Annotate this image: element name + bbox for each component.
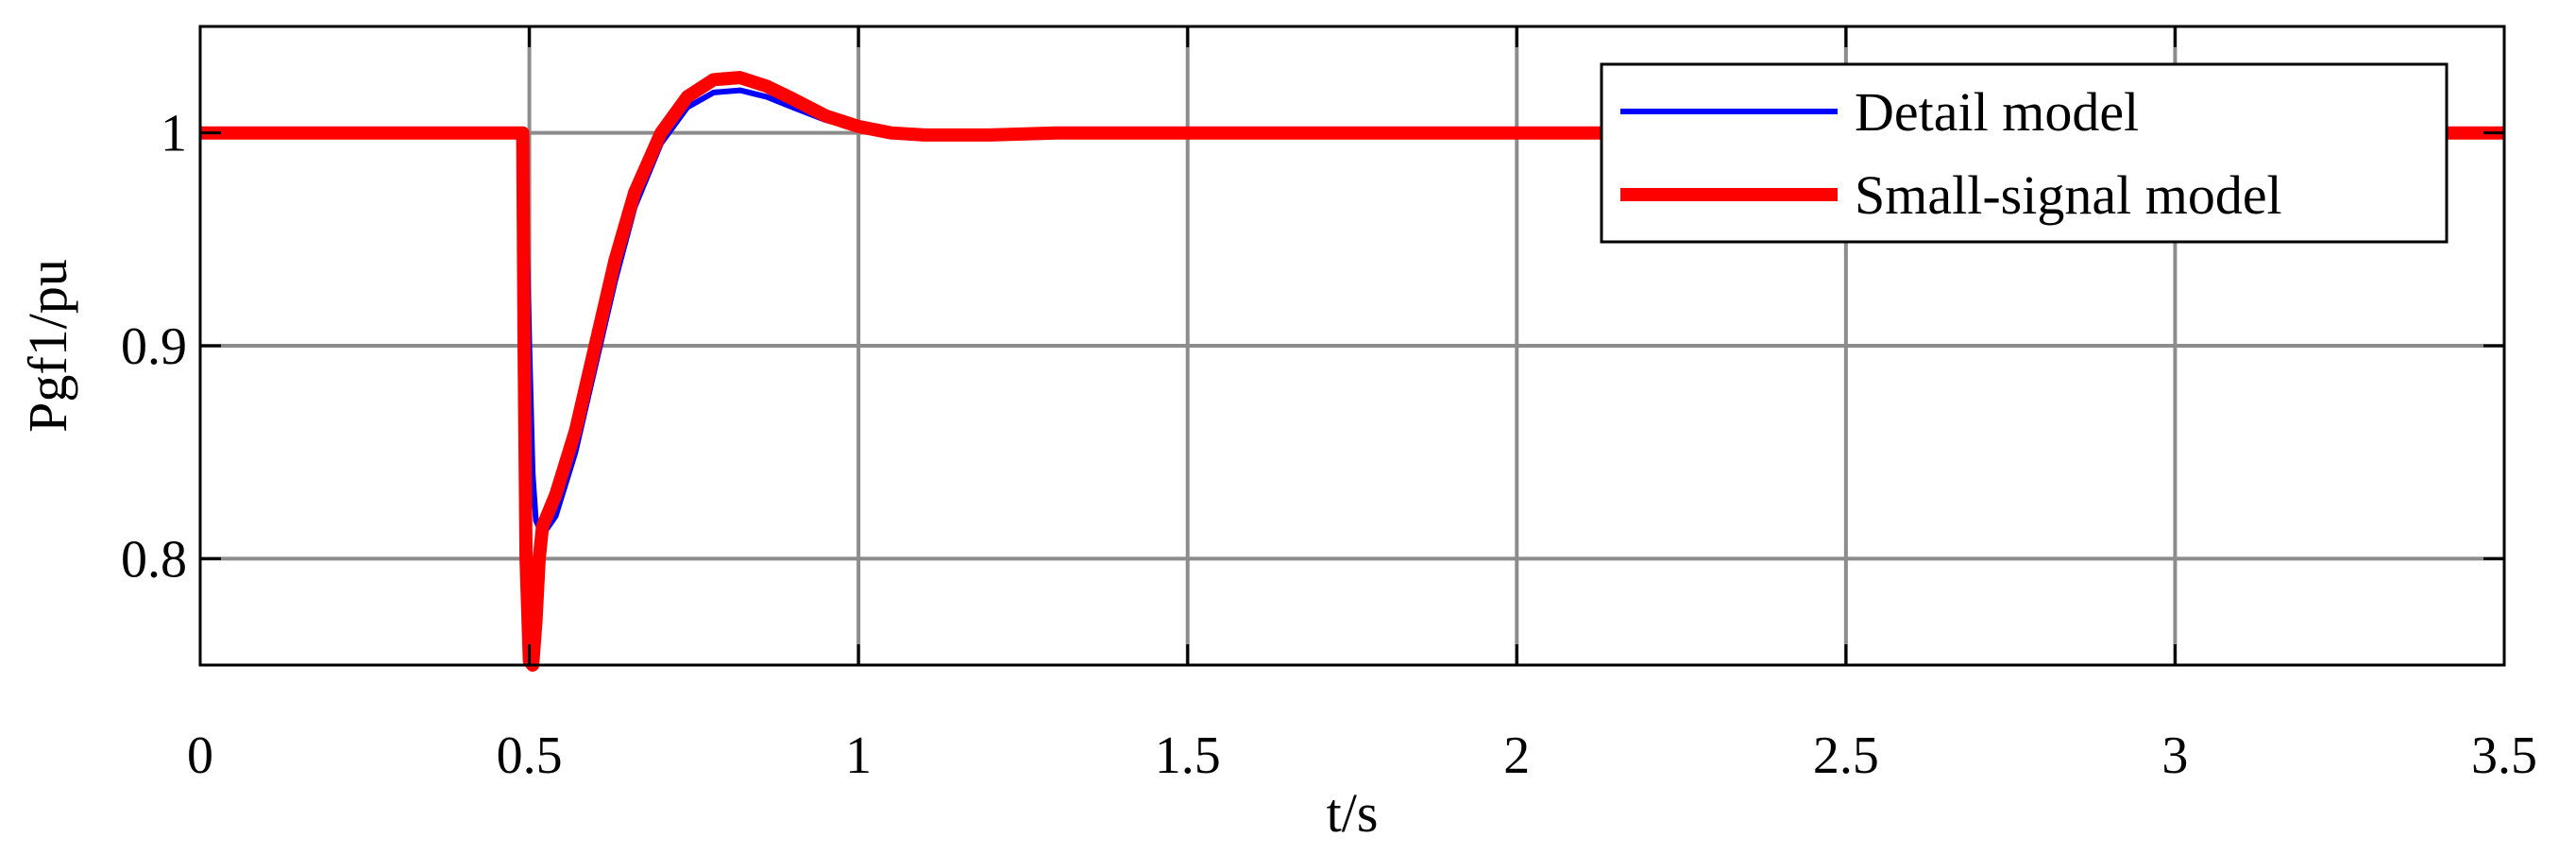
x-tick-label: 1 xyxy=(845,726,872,785)
x-axis-label: t/s xyxy=(1327,782,1379,844)
y-axis-label: Pgf1/pu xyxy=(17,259,78,433)
axis-ticks xyxy=(198,26,2506,665)
x-tick-label: 1.5 xyxy=(1155,726,1221,785)
x-tick-label: 3.5 xyxy=(2471,726,2537,785)
x-tick-label: 2.5 xyxy=(1813,726,1879,785)
legend-label-detail-model: Detail model xyxy=(1855,81,2139,143)
x-tick-label: 3 xyxy=(2161,726,2188,785)
y-tick-label: 0.8 xyxy=(121,530,187,589)
y-tick-label: 0.9 xyxy=(121,317,187,376)
legend: Detail model Small-signal model xyxy=(1600,62,2449,244)
x-tick-label: 0 xyxy=(187,726,213,785)
x-tick-label: 2 xyxy=(1503,726,1530,785)
x-tick-labels: 0 0.5 1 1.5 2 2.5 3 3.5 xyxy=(187,726,2537,785)
y-tick-label: 1 xyxy=(161,105,187,163)
x-tick-label: 0.5 xyxy=(497,726,563,785)
legend-box xyxy=(1600,62,2449,244)
legend-label-small-signal-model: Small-signal model xyxy=(1855,164,2282,226)
y-tick-labels: 0.8 0.9 1 xyxy=(121,105,187,589)
